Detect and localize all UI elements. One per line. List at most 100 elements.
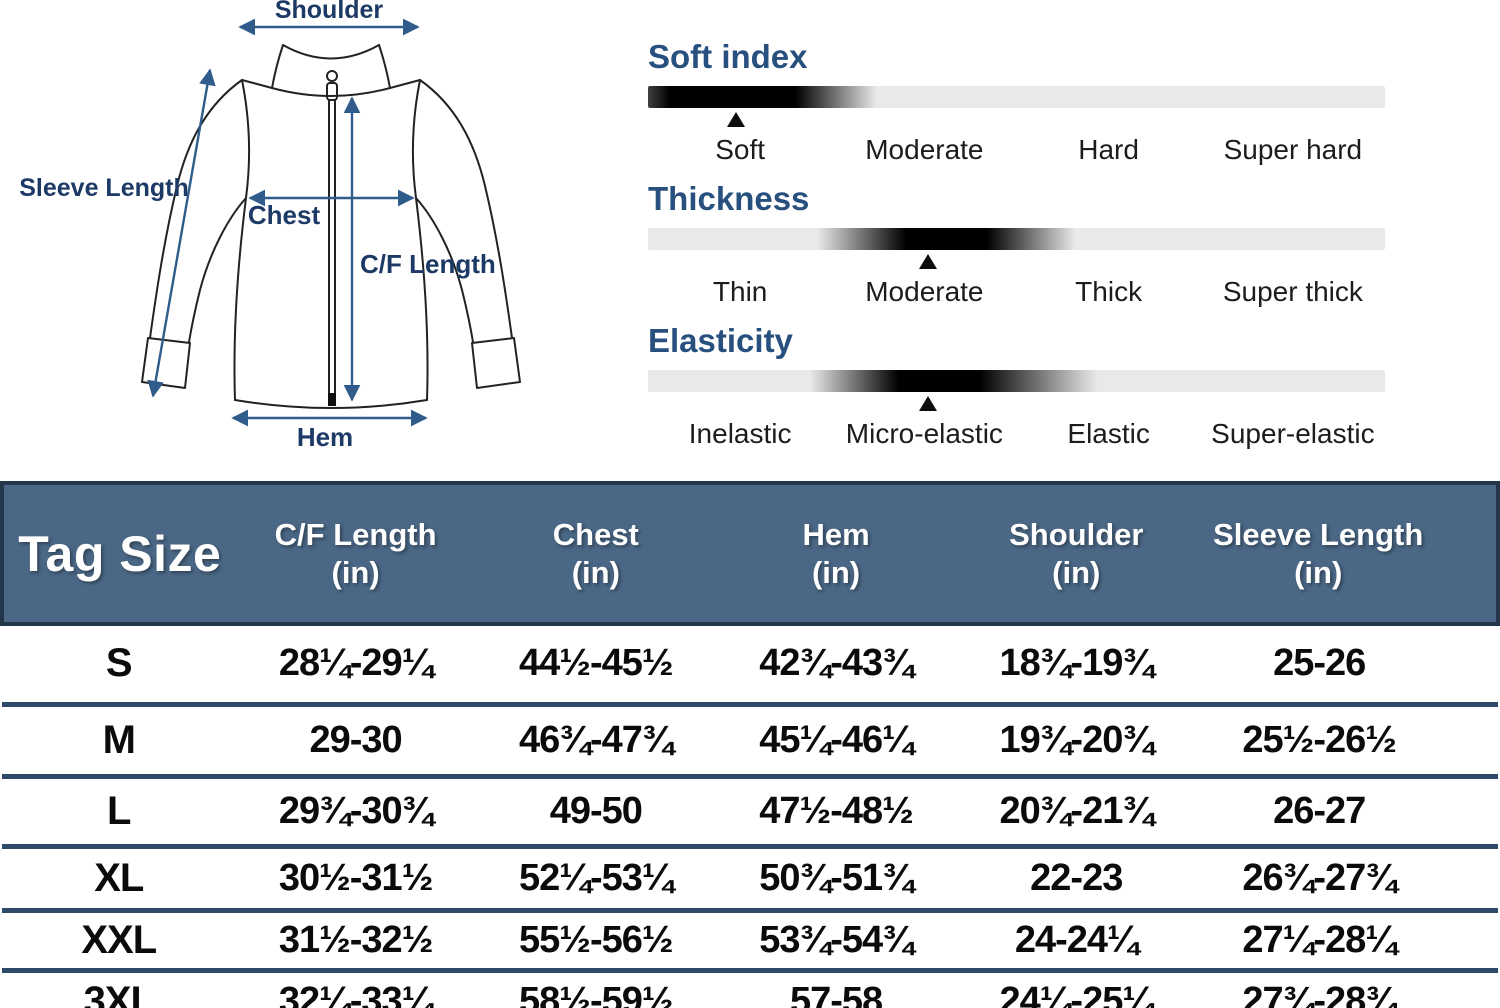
index-scale-labels: Thin Moderate Thick Super thick — [648, 275, 1385, 309]
measurement-cell: 45¼-46¼ — [759, 718, 914, 761]
measurement-cell: 18¾-19¾ — [999, 642, 1154, 685]
measurement-cell: 46¾-47¾ — [519, 718, 674, 761]
size-label-cell: S — [105, 641, 133, 686]
column-unit: (in) — [331, 554, 380, 590]
measurement-cell: 24-24¼ — [1014, 918, 1139, 961]
index-scale-label: Thin — [712, 276, 768, 307]
index-sections: Soft index Soft Moderate Hard Super hard Th… — [648, 38, 1385, 464]
index-scale-label: Thick — [1075, 276, 1143, 307]
measurement-cell: 31½-32½ — [278, 918, 434, 961]
measurement-cell: 27¾-28¾ — [1242, 979, 1397, 1008]
index-scale-label: Soft — [715, 134, 766, 165]
size-table-header: Tag Size C/F Length (in) Chest (in) Hem … — [0, 481, 1500, 626]
column-unit: (in) — [571, 554, 620, 590]
chest-label: Chest — [248, 200, 321, 230]
size-label-cell: 3XL — [83, 978, 155, 1008]
measurement-cell: 26-27 — [1273, 789, 1366, 832]
size-table: Tag Size C/F Length (in) Chest (in) Hem … — [0, 481, 1500, 1008]
index-scale-label: Moderate — [865, 276, 984, 307]
index-gradient-bar — [648, 86, 1385, 108]
index-gradient-bar — [648, 370, 1385, 392]
shoulder-label: Shoulder — [275, 0, 384, 24]
measurement-cell: 44½-45½ — [519, 642, 674, 685]
sleeve-length-header: Sleeve Length (in) — [1196, 481, 1500, 626]
index-gradient-bar — [648, 228, 1385, 250]
size-label-cell: M — [102, 717, 136, 762]
index-section: Thickness Thin Moderate Thick Super thick — [648, 180, 1385, 309]
measurement-cell: 20¾-21¾ — [999, 789, 1154, 832]
index-scale-label: Micro-elastic — [845, 418, 1003, 449]
index-scale-label: Inelastic — [688, 418, 792, 449]
index-section-title: Soft index — [648, 38, 808, 75]
measurement-cell: 47½-48½ — [759, 789, 914, 832]
table-row: M 29-30 46¾-47¾ 45¼-46¼ 19¾-20¾ 25½-26½ — [2, 704, 1498, 776]
jacket-measurement-diagram: Shoulder Sleeve Length Chest C/F Length … — [0, 0, 560, 460]
table-row: S 28¼-29¼ 44½-45½ 42¾-43¾ 18¾-19¾ 25-26 — [2, 624, 1498, 704]
column-unit: (in) — [811, 554, 861, 590]
index-scale-label: Elastic — [1067, 418, 1150, 449]
measurement-cell: 30½-31½ — [278, 856, 434, 899]
index-scale-labels: Soft Moderate Hard Super hard — [648, 133, 1385, 167]
cf-length-label: C/F Length — [360, 249, 496, 279]
jacket-outline — [141, 44, 521, 409]
measurement-cell: 26¾-27¾ — [1242, 856, 1397, 899]
index-scale-label: Super thick — [1222, 276, 1363, 307]
column-label: Chest — [552, 516, 639, 552]
index-arrow-row — [648, 108, 1385, 133]
measurement-cell: 50¾-51¾ — [759, 856, 914, 899]
header-row: Tag Size C/F Length (in) Chest (in) Hem … — [0, 481, 1500, 626]
index-section: Elasticity Inelastic Micro-elastic Elastic… — [648, 322, 1385, 451]
measurement-cell: 58½-59½ — [519, 979, 674, 1008]
column-label: Hem — [802, 516, 870, 552]
measurement-cell: 24¼-25¼ — [999, 979, 1154, 1008]
size-label-cell: XXL — [81, 917, 157, 962]
index-scale-label: Hard — [1078, 134, 1139, 165]
column-unit: (in) — [1052, 554, 1101, 590]
index-section-title: Thickness — [648, 180, 810, 217]
jacket-diagram-svg: Shoulder Sleeve Length Chest C/F Length … — [19, 0, 521, 452]
index-scale-label: Super hard — [1223, 134, 1363, 165]
measurement-cell: 42¾-43¾ — [759, 642, 914, 685]
measurement-cell: 19¾-20¾ — [999, 718, 1154, 761]
measurement-cell: 53¾-54¾ — [759, 918, 914, 961]
size-label-cell: XL — [94, 855, 144, 900]
table-row: 3XL 32¼-33¼ 58½-59½ 57-58 24¼-25¼ 27¾-28¾ — [2, 970, 1498, 1008]
index-scale-label: Super-elastic — [1211, 418, 1375, 449]
size-label-cell: L — [107, 788, 131, 833]
table-row: XXL 31½-32½ 55½-56½ 53¾-54¾ 24-24¼ 27¼-28¼ — [2, 910, 1498, 970]
measurement-cell: 29¾-30¾ — [278, 789, 434, 832]
measurement-arrows — [147, 18, 428, 427]
measurement-cell: 32¼-33¼ — [278, 979, 434, 1008]
measurement-cell: 25-26 — [1273, 642, 1366, 685]
measurement-cell: 29-30 — [309, 718, 403, 761]
tag-size-header: Tag Size — [0, 481, 236, 626]
index-scale-label: Moderate — [865, 134, 984, 165]
index-arrow-row — [648, 392, 1385, 417]
column-label: Shoulder — [1009, 516, 1144, 552]
measurement-cell: 57-58 — [789, 979, 883, 1008]
index-arrow-row — [648, 250, 1385, 275]
measurement-cell: 22-23 — [1030, 856, 1123, 899]
index-marker-arrow-icon — [727, 112, 746, 127]
column-label: Sleeve Length — [1213, 516, 1424, 552]
table-row: XL 30½-31½ 52¼-53¼ 50¾-51¾ 22-23 26¾-27¾ — [2, 846, 1498, 910]
measurement-cell: 55½-56½ — [519, 918, 674, 961]
measurement-cell: 28¼-29¼ — [278, 642, 434, 685]
shoulder-header: Shoulder (in) — [956, 481, 1197, 626]
index-marker-arrow-icon — [919, 254, 938, 269]
hem-label: Hem — [297, 422, 353, 452]
measurement-cell: 27¼-28¼ — [1242, 918, 1397, 961]
measurement-cell: 49-50 — [549, 789, 643, 832]
index-section: Soft index Soft Moderate Hard Super hard — [648, 38, 1385, 167]
measurement-cell: 52¼-53¼ — [519, 856, 674, 899]
column-label: C/F Length — [274, 516, 437, 552]
cf-length-header: C/F Length (in) — [235, 481, 476, 626]
sleeve-length-label: Sleeve Length — [19, 174, 189, 202]
sleeve-length-arrow — [147, 68, 216, 398]
column-unit: (in) — [1294, 554, 1343, 590]
measurement-cell: 25½-26½ — [1242, 718, 1397, 761]
table-row: L 29¾-30¾ 49-50 47½-48½ 20¾-21¾ 26-27 — [2, 776, 1498, 846]
hem-header: Hem (in) — [715, 481, 957, 626]
index-marker-arrow-icon — [919, 396, 938, 411]
